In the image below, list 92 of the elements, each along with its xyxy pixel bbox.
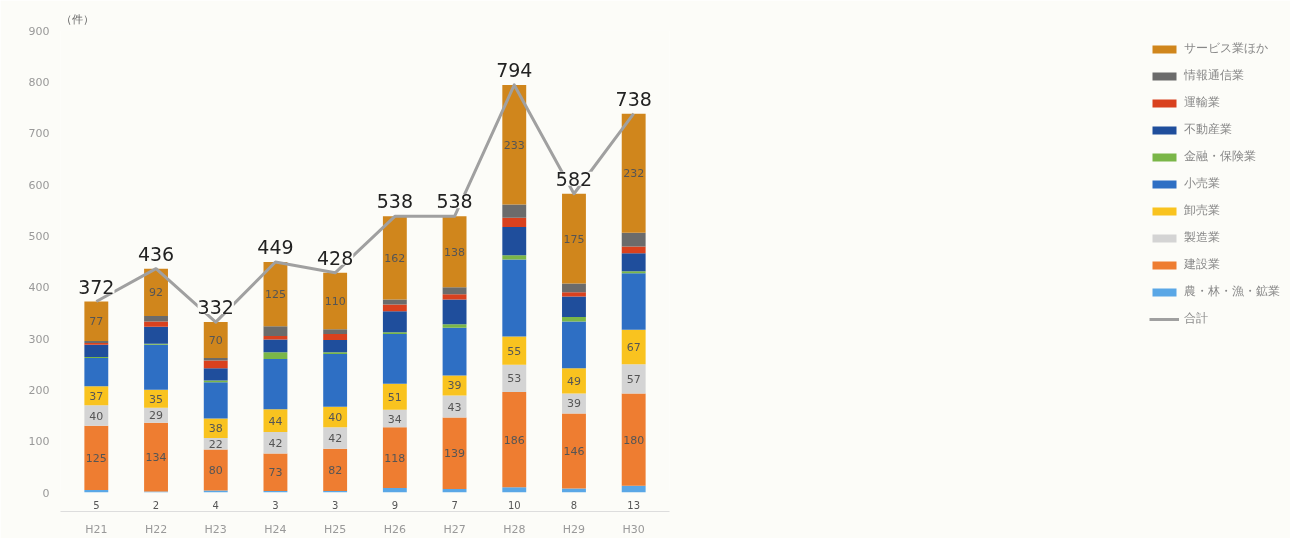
y-tick-label: 100 xyxy=(28,435,50,449)
data-label: 67 xyxy=(626,340,641,354)
legend-label: 建設業 xyxy=(1184,256,1220,273)
x-tick-label: H23 xyxy=(204,522,227,536)
legend-label: 製造業 xyxy=(1184,229,1220,246)
data-label: 738 xyxy=(615,87,652,110)
data-label: 22 xyxy=(208,437,223,451)
legend-label: 合計 xyxy=(1184,310,1208,327)
data-label: 8 xyxy=(570,499,578,511)
data-label: 232 xyxy=(623,167,645,181)
data-label: 538 xyxy=(376,190,413,213)
y-tick-label: 800 xyxy=(28,75,50,89)
x-tick-label: H28 xyxy=(503,522,526,536)
data-label: 180 xyxy=(623,433,645,447)
data-label: 5 xyxy=(93,499,100,511)
data-label: 233 xyxy=(503,138,525,152)
data-label: 538 xyxy=(436,190,473,213)
data-label: 428 xyxy=(317,246,354,269)
data-label: 57 xyxy=(626,372,641,386)
y-tick-label: 400 xyxy=(28,281,50,295)
data-label: 34 xyxy=(387,412,402,426)
data-label: 125 xyxy=(264,288,286,302)
data-label: 794 xyxy=(496,58,533,81)
data-label: 110 xyxy=(324,295,346,309)
data-label: 42 xyxy=(328,432,343,446)
data-label: 70 xyxy=(208,334,223,348)
data-label: 372 xyxy=(78,275,115,298)
legend-label: 小売業 xyxy=(1184,175,1220,192)
data-label: 92 xyxy=(149,286,164,300)
data-label: 582 xyxy=(555,167,593,190)
data-label: 53 xyxy=(507,372,522,386)
data-label: 449 xyxy=(257,236,294,259)
data-label: 13 xyxy=(627,499,641,511)
data-label: 134 xyxy=(145,451,167,465)
data-label: 39 xyxy=(447,379,462,393)
x-tick-label: H21 xyxy=(85,522,108,536)
data-label: 3 xyxy=(272,499,279,511)
legend-label: 金融・保険業 xyxy=(1184,148,1256,165)
y-tick-label: 200 xyxy=(28,383,50,397)
data-label: 38 xyxy=(208,422,223,436)
data-label: 29 xyxy=(149,409,164,423)
y-tick-label: 700 xyxy=(28,127,50,141)
data-label: 42 xyxy=(268,436,283,450)
data-label: 139 xyxy=(444,447,466,461)
data-label: 49 xyxy=(566,374,581,388)
data-label: 186 xyxy=(503,433,525,447)
x-tick-label: H24 xyxy=(264,522,287,536)
legend-label: 農・林・漁・鉱業 xyxy=(1184,283,1280,300)
y-tick-label: 500 xyxy=(28,229,50,243)
data-label: 4 xyxy=(212,499,219,511)
legend-label: 情報通信業 xyxy=(1184,67,1244,84)
data-label: 162 xyxy=(384,251,406,265)
legend-label: 運輸業 xyxy=(1184,94,1220,111)
data-label: 2 xyxy=(152,499,160,511)
data-label: 9 xyxy=(391,499,399,511)
legend-label: 卸売業 xyxy=(1184,202,1220,219)
data-label: 44 xyxy=(268,414,283,428)
data-label: 43 xyxy=(447,400,462,414)
x-tick-label: H30 xyxy=(622,522,645,536)
data-label: 7 xyxy=(451,499,458,511)
x-tick-label: H25 xyxy=(324,522,347,536)
data-label: 39 xyxy=(566,397,581,411)
data-label: 73 xyxy=(268,466,283,480)
x-tick-label: H27 xyxy=(443,522,466,536)
data-label: 37 xyxy=(89,389,104,403)
data-label: 51 xyxy=(387,390,402,404)
y-tick-label: 900 xyxy=(28,24,50,38)
y-tick-label: 600 xyxy=(28,178,50,192)
data-label: 10 xyxy=(507,499,521,511)
y-axis-title: （件） xyxy=(60,12,94,26)
data-label: 80 xyxy=(208,463,223,477)
data-label: 332 xyxy=(197,296,234,319)
data-label: 125 xyxy=(85,451,107,465)
data-label: 3 xyxy=(331,499,339,511)
y-tick-label: 300 xyxy=(28,332,50,346)
data-label: 138 xyxy=(444,245,466,259)
data-label: 175 xyxy=(563,232,585,246)
x-tick-label: H22 xyxy=(144,522,168,536)
data-label: 55 xyxy=(507,344,522,358)
data-label: 146 xyxy=(563,444,585,458)
x-tick-label: H29 xyxy=(562,522,586,536)
data-label: 40 xyxy=(328,411,343,425)
y-tick-label: 0 xyxy=(42,486,50,500)
data-label: 436 xyxy=(137,242,175,265)
legend-label: サービス業ほか xyxy=(1184,40,1268,57)
data-label: 118 xyxy=(384,451,406,465)
legend-label: 不動産業 xyxy=(1184,121,1232,138)
data-label: 82 xyxy=(328,463,343,477)
x-tick-label: H26 xyxy=(383,522,406,536)
data-label: 77 xyxy=(89,315,104,329)
data-label: 40 xyxy=(89,409,104,423)
data-label: 35 xyxy=(149,392,164,406)
